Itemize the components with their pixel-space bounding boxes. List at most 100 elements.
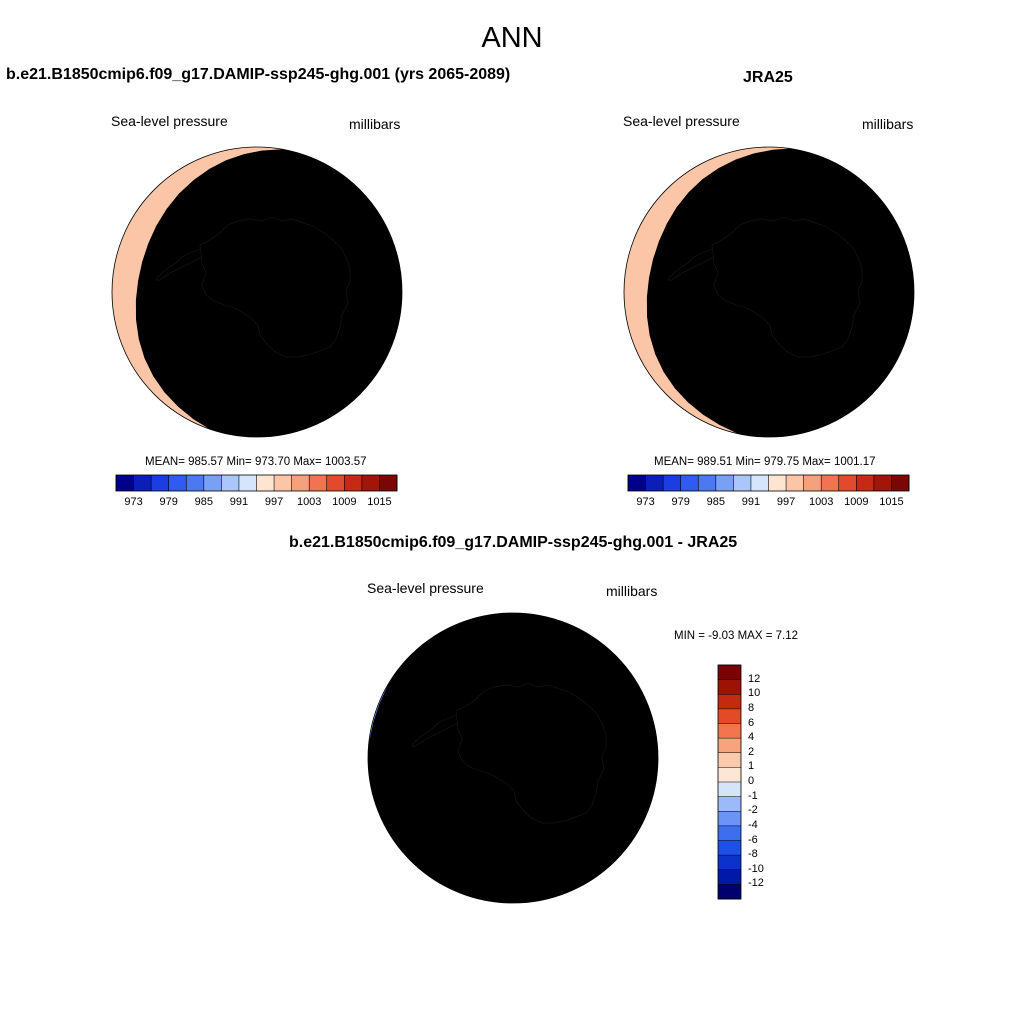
colorbar-swatch xyxy=(309,475,328,491)
colorbar-tick-label: 2 xyxy=(748,745,755,758)
colorbar-swatch xyxy=(718,767,741,783)
antarctic-peninsula-coastline xyxy=(667,248,715,282)
colorbar-swatch xyxy=(203,475,222,491)
panel1-variable-label: Sea-level pressure xyxy=(111,113,228,129)
colorbar-tick-label: 973 xyxy=(636,496,655,508)
band-minus6-b xyxy=(526,821,625,884)
colorbar-swatch xyxy=(344,475,363,491)
colorbar-swatch xyxy=(715,475,734,491)
colorbar-swatch xyxy=(238,475,257,491)
plateau-high xyxy=(776,265,848,329)
colorbar-swatch xyxy=(151,475,170,491)
colorbar-swatch xyxy=(133,475,152,491)
colorbar-swatch xyxy=(274,475,293,491)
panel3-variable-label: Sea-level pressure xyxy=(367,580,484,596)
colorbar-swatch xyxy=(698,475,717,491)
colorbar-tick-label: 991 xyxy=(741,496,761,508)
colorbar-swatch xyxy=(718,694,741,710)
colorbar-swatch xyxy=(116,475,134,491)
colorbar-tick-label: -4 xyxy=(748,818,758,831)
colorbar-swatch xyxy=(891,475,910,491)
colorbar-swatch xyxy=(803,475,822,491)
plateau-6 xyxy=(529,705,559,745)
colorbar-swatch xyxy=(718,796,741,812)
antarctic-peninsula-coastline xyxy=(155,248,203,282)
colorbar-swatch xyxy=(718,825,741,841)
panel3-polar-map xyxy=(367,612,659,904)
colorbar-tick-label: -6 xyxy=(748,833,758,846)
colorbar-swatch xyxy=(628,475,646,491)
panel2-title: JRA25 xyxy=(743,69,793,86)
colorbar-swatch xyxy=(680,475,699,491)
colorbar-tick-label: 10 xyxy=(748,687,761,700)
map-border xyxy=(111,146,403,438)
colorbar-tick-label: 991 xyxy=(229,496,249,508)
colorbar-frame xyxy=(717,664,742,900)
panel2-units-label: millibars xyxy=(862,116,914,132)
panel3-colorbar xyxy=(717,664,742,900)
panel1-units-label: millibars xyxy=(349,116,401,132)
colorbar-tick-label: 12 xyxy=(748,672,761,685)
colorbar-tick-label: 979 xyxy=(671,496,690,508)
colorbar-tick-label: 997 xyxy=(264,496,284,508)
colorbar-swatch xyxy=(645,475,664,491)
colorbar-swatch xyxy=(838,475,857,491)
panel1-stats: MEAN= 985.57 Min= 973.70 Max= 1003.57 xyxy=(145,456,367,468)
colorbar-swatch xyxy=(718,869,741,885)
colorbar-tick-label: 1009 xyxy=(844,496,869,508)
colorbar-tick-label: -12 xyxy=(748,877,764,890)
panel1-title: b.e21.B1850cmip6.f09_g17.DAMIP-ssp245-gh… xyxy=(6,66,511,83)
colorbar-swatch xyxy=(379,475,398,491)
colorbar-tick-label: 6 xyxy=(748,716,755,729)
colorbar-swatch xyxy=(718,811,741,827)
colorbar-swatch xyxy=(361,475,380,491)
colorbar-swatch xyxy=(718,840,741,856)
colorbar-swatch xyxy=(718,723,741,739)
colorbar-tick-label: 1009 xyxy=(332,496,357,508)
colorbar-tick-label: 997 xyxy=(776,496,796,508)
colorbar-swatch xyxy=(663,475,682,491)
colorbar-tick-label: -8 xyxy=(748,848,758,861)
colorbar-swatch xyxy=(326,475,345,491)
colorbar-tick-label: 1015 xyxy=(367,496,392,508)
colorbar-swatch xyxy=(733,475,752,491)
colorbar-tick-label: -10 xyxy=(748,862,764,875)
panel1-colorbar xyxy=(115,474,398,492)
panel2-colorbar xyxy=(627,474,910,492)
colorbar-tick-label: 973 xyxy=(124,496,143,508)
colorbar-swatch xyxy=(718,708,741,724)
colorbar-tick-label: 1003 xyxy=(296,496,322,508)
band-minus6-a xyxy=(397,702,477,824)
figure-title: ANN xyxy=(481,22,543,54)
colorbar-swatch xyxy=(856,475,875,491)
colorbar-swatch xyxy=(718,884,741,900)
colorbar-swatch xyxy=(256,475,275,491)
colorbar-swatch xyxy=(186,475,205,491)
colorbar-swatch xyxy=(873,475,892,491)
colorbar-swatch xyxy=(718,752,741,768)
panel3-title: b.e21.B1850cmip6.f09_g17.DAMIP-ssp245-gh… xyxy=(289,534,738,551)
colorbar-tick-label: 8 xyxy=(748,701,755,714)
panel2-variable-label: Sea-level pressure xyxy=(623,113,740,129)
colorbar-tick-label: 1015 xyxy=(879,496,904,508)
colorbar-swatch xyxy=(168,475,187,491)
colorbar-swatch xyxy=(786,475,805,491)
panel2-polar-map xyxy=(623,146,915,438)
panel1-polar-map xyxy=(111,146,403,438)
antarctica-coastline xyxy=(455,682,607,824)
colorbar-swatch xyxy=(750,475,769,491)
colorbar-swatch xyxy=(821,475,840,491)
panel2-stats: MEAN= 989.51 Min= 979.75 Max= 1001.17 xyxy=(654,456,876,468)
colorbar-frame xyxy=(627,474,910,492)
antarctic-peninsula-coastline xyxy=(411,714,459,748)
colorbar-tick-label: 4 xyxy=(748,731,755,744)
colorbar-tick-label: -1 xyxy=(748,789,758,802)
antarctica-coastline xyxy=(199,216,351,358)
panel3-units-label: millibars xyxy=(606,583,658,599)
map-border xyxy=(623,146,915,438)
colorbar-swatch xyxy=(718,679,741,695)
colorbar-tick-label: 985 xyxy=(706,496,725,508)
colorbar-swatch xyxy=(718,665,741,681)
colorbar-swatch xyxy=(718,855,741,871)
colorbar-frame xyxy=(115,474,398,492)
